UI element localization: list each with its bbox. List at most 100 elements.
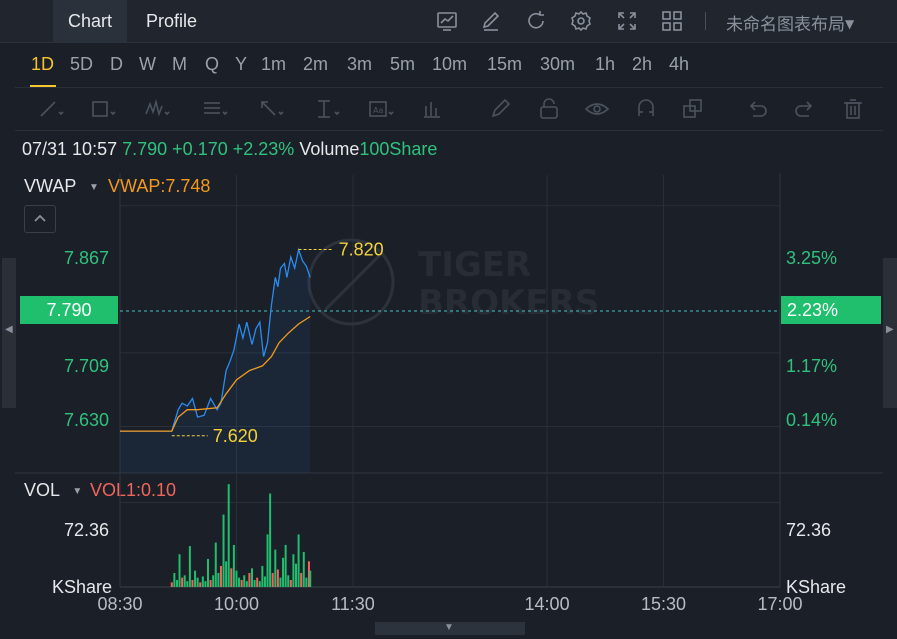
timeframe-d[interactable]: D <box>110 54 123 74</box>
refresh-icon[interactable] <box>524 9 548 33</box>
settings-icon[interactable] <box>569 9 593 33</box>
grid-layout-icon[interactable] <box>660 9 684 33</box>
left-panel-handle[interactable]: ◀ <box>2 258 16 408</box>
timeframe-3m[interactable]: 3m <box>347 54 373 74</box>
chevron-down-icon: ▼ <box>89 182 99 193</box>
copy-icon[interactable] <box>679 96 707 122</box>
watermark: TIGER BROKERS <box>307 238 599 326</box>
vol-label: VOL <box>24 480 60 500</box>
measure-tool-icon[interactable] <box>313 96 341 122</box>
quote-info: 07/31 10:57 7.790 +0.170 +2.23% Volume10… <box>22 139 437 160</box>
brush-icon[interactable] <box>487 96 515 122</box>
timeframe-y[interactable]: Y <box>235 54 248 74</box>
quote-price: 7.790 <box>122 139 168 159</box>
timeframe-10m[interactable]: 10m <box>432 54 468 74</box>
volume-bar <box>207 558 209 587</box>
x-tick-label: 15:30 <box>641 594 686 614</box>
lock-icon[interactable] <box>535 96 563 122</box>
volume-bar <box>295 563 297 587</box>
tab-chart[interactable]: Chart <box>53 0 128 42</box>
quote-volume-label: Volume <box>299 139 360 159</box>
volume-bar <box>274 549 277 587</box>
timeframe-30m[interactable]: 30m <box>540 54 576 74</box>
quote-change: +0.170 <box>172 139 228 159</box>
volume-bar <box>217 572 220 587</box>
chevron-up-icon <box>34 214 46 222</box>
x-tick-label: 14:00 <box>525 594 570 614</box>
timeframe-2m[interactable]: 2m <box>303 54 329 74</box>
last-pct-box-right: 2.23% <box>781 296 881 324</box>
rectangle-tool-icon[interactable] <box>89 96 117 122</box>
vwap-line <box>120 315 311 432</box>
vol-unit-right: KShare <box>786 577 847 597</box>
wave-tool-icon[interactable] <box>143 96 171 122</box>
undo-icon[interactable] <box>743 96 771 122</box>
volume-bar <box>276 569 279 587</box>
eye-icon[interactable] <box>583 96 611 122</box>
volume-bar <box>248 572 251 587</box>
timeframe-w[interactable]: W <box>139 54 156 74</box>
last-price-box-left: 7.790 <box>20 296 118 324</box>
volume-bar <box>253 579 256 587</box>
vwap-value: VWAP:7.748 <box>108 176 211 196</box>
y-tick-left: 7.867 <box>64 248 110 268</box>
volume-bar <box>175 579 178 587</box>
price-area-fill <box>120 249 311 473</box>
trash-icon[interactable] <box>839 96 867 122</box>
pencil-icon[interactable] <box>479 9 503 33</box>
chevron-left-icon: ◀ <box>5 324 13 335</box>
volume-bar <box>256 577 259 587</box>
tab-profile[interactable]: Profile <box>146 11 198 31</box>
volume-bar <box>199 582 202 587</box>
volume-bar <box>263 576 266 587</box>
y-tick-left: 7.630 <box>64 410 110 430</box>
timeframe-15m[interactable]: 15m <box>487 54 523 74</box>
volume-bar <box>227 484 230 587</box>
chevron-right-icon: ▶ <box>886 324 894 335</box>
timeframe-1d[interactable]: 1D <box>31 54 55 74</box>
layout-selector[interactable]: 未命名图表布局▼ <box>726 10 854 35</box>
vol-tick-right: 72.36 <box>786 520 832 540</box>
volume-bar <box>279 577 282 587</box>
fullscreen-icon[interactable] <box>615 9 639 33</box>
arrow-tool-icon[interactable] <box>257 96 285 122</box>
text-tool-icon[interactable]: Aa <box>367 96 395 122</box>
line-tool-icon[interactable] <box>37 96 65 122</box>
vwap-indicator-toggle[interactable]: VWAP ▼ <box>24 176 99 197</box>
watermark-text: TIGER <box>418 245 531 285</box>
timeframe-5m[interactable]: 5m <box>390 54 416 74</box>
timeframe-5d[interactable]: 5D <box>70 54 94 74</box>
volume-bar <box>204 581 207 587</box>
bottom-panel-handle[interactable]: ▼ <box>375 622 525 635</box>
divider <box>705 12 706 30</box>
volume-bar <box>287 575 290 587</box>
collapse-button[interactable] <box>24 205 56 233</box>
fib-tool-icon[interactable] <box>201 96 229 122</box>
grid <box>15 173 883 588</box>
volume-bar <box>188 546 191 587</box>
magnet-icon[interactable] <box>632 96 660 122</box>
vol-indicator-toggle[interactable]: VOL ▼ <box>24 480 82 501</box>
timeframe-1h[interactable]: 1h <box>595 54 616 74</box>
right-panel-handle[interactable]: ▶ <box>883 258 897 408</box>
high-marker-label: 7.820 <box>339 240 384 260</box>
drawing-toolbar: Aa <box>15 87 883 131</box>
chart-template-icon[interactable] <box>435 9 459 33</box>
low-marker-label: 7.620 <box>213 426 258 446</box>
bar-pattern-icon[interactable] <box>420 96 448 122</box>
volume-bar <box>238 577 241 587</box>
quote-change-pct: +2.23% <box>232 139 295 159</box>
timeframe-4h[interactable]: 4h <box>669 54 690 74</box>
volume-bar <box>261 565 264 587</box>
timeframe-q[interactable]: Q <box>205 54 220 74</box>
timeframe-1m[interactable]: 1m <box>261 54 287 74</box>
timeframe-2h[interactable]: 2h <box>632 54 653 74</box>
chevron-down-icon: ▼ <box>72 486 83 497</box>
volume-bar <box>266 534 269 587</box>
price-markers: 7.820 7.620 <box>171 240 384 446</box>
redo-icon[interactable] <box>791 96 819 122</box>
volume-bar <box>258 581 261 587</box>
volume-bar <box>243 575 246 587</box>
vwap-label: VWAP <box>24 176 77 196</box>
timeframe-m[interactable]: M <box>172 54 187 74</box>
